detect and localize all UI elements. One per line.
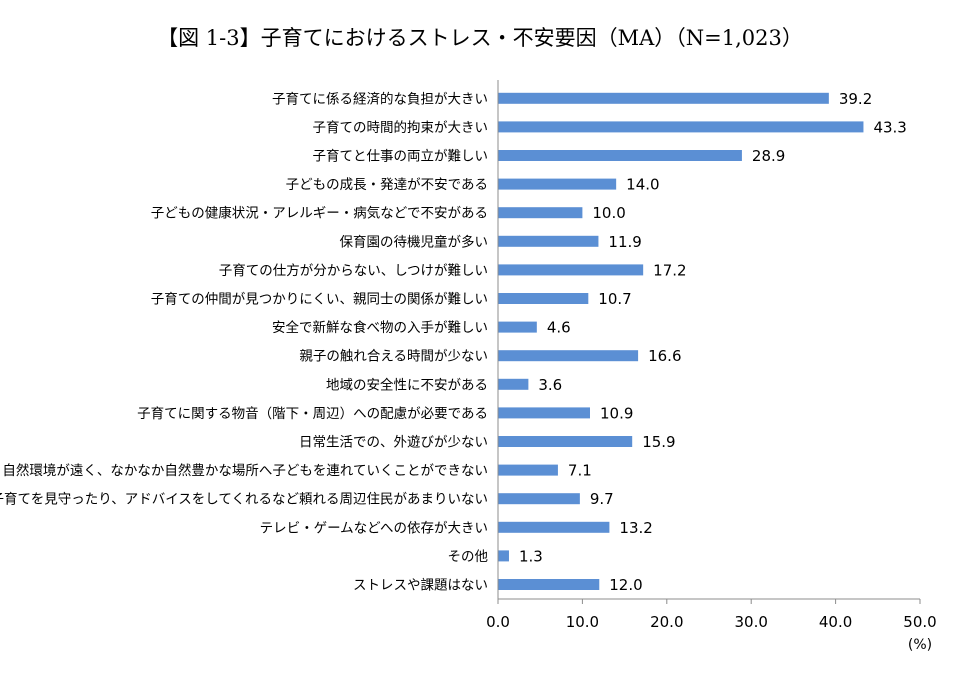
category-label: テレビ・ゲームなどへの依存が大きい <box>260 520 488 536</box>
data-label: 13.2 <box>619 519 652 537</box>
bar <box>498 521 610 533</box>
data-label: 10.7 <box>598 290 631 308</box>
category-label: 子育てを見守ったり、アドバイスをしてくれるなど頼れる周辺住民があまりいない <box>0 492 488 508</box>
x-tick-label: 40.0 <box>819 613 852 631</box>
category-label: 地域の安全性に不安がある <box>326 376 488 393</box>
bar <box>498 407 590 419</box>
category-label: 子育てに係る経済的な負担が大きい <box>272 91 488 107</box>
bar <box>498 92 829 104</box>
category-label: その他 <box>448 549 489 565</box>
data-label: 43.3 <box>873 118 906 136</box>
data-label: 4.6 <box>547 319 571 337</box>
bar <box>498 350 639 362</box>
bar <box>498 293 589 304</box>
data-label: 16.6 <box>648 347 681 365</box>
category-label: 保育園の待機児童が多い <box>340 233 489 250</box>
data-label: 11.9 <box>608 233 641 251</box>
data-label: 7.1 <box>568 462 592 480</box>
bar <box>498 235 599 247</box>
category-label: 子どもの健康状況・アレルギー・病気などで不安がある <box>151 205 488 222</box>
category-label: 日常生活での、外遊びが少ない <box>299 435 488 451</box>
category-label: 子育ての仲間が見つかりにくい、親同士の関係が難しい <box>151 292 488 308</box>
category-label: 自然環境が遠く、なかなか自然豊かな場所へ子どもを連れていくことができない <box>2 462 488 479</box>
chart-title: 【図 1-3】子育てにおけるストレス・不安要因（MA）（N=1,023） <box>157 26 803 50</box>
x-tick-label: 0.0 <box>486 613 510 631</box>
data-label: 3.6 <box>538 376 562 394</box>
category-label: 安全で新鮮な食べ物の入手が難しい <box>272 319 488 336</box>
bar <box>498 436 633 447</box>
x-tick-label: 50.0 <box>903 613 936 631</box>
bar <box>498 121 864 133</box>
x-axis-unit: (%) <box>908 637 932 653</box>
data-label: 9.7 <box>590 490 614 508</box>
data-label: 10.9 <box>600 404 633 422</box>
data-label: 1.3 <box>519 547 543 565</box>
bar <box>498 207 583 219</box>
category-label: 子育ての仕方が分からない、しつけが難しい <box>219 263 488 279</box>
data-label: 17.2 <box>653 261 686 279</box>
bar <box>498 550 509 562</box>
bar <box>498 264 644 276</box>
bar <box>498 378 529 390</box>
bar <box>498 150 742 161</box>
category-label: 子育てに関する物音（階下・周辺）への配慮が必要である <box>137 405 488 422</box>
bar <box>498 464 558 476</box>
x-tick-label: 30.0 <box>734 613 767 631</box>
data-label: 39.2 <box>839 90 872 108</box>
x-tick-label: 10.0 <box>566 613 599 631</box>
x-tick-label: 20.0 <box>650 613 683 631</box>
data-label: 15.9 <box>642 433 675 451</box>
category-label: 子育ての時間的拘束が大きい <box>313 120 489 136</box>
data-label: 14.0 <box>626 176 659 194</box>
category-label: 親子の触れ合える時間が少ない <box>299 349 488 365</box>
bar <box>498 321 537 333</box>
category-label: ストレスや課題はない <box>353 578 488 594</box>
bar <box>498 493 580 505</box>
data-label: 12.0 <box>609 576 642 594</box>
data-label: 10.0 <box>592 204 625 222</box>
category-label: 子育てと仕事の両立が難しい <box>313 149 489 165</box>
bar <box>498 178 617 190</box>
bar <box>498 579 600 590</box>
data-label: 28.9 <box>752 147 785 165</box>
category-label: 子どもの成長・発達が不安である <box>286 177 488 193</box>
